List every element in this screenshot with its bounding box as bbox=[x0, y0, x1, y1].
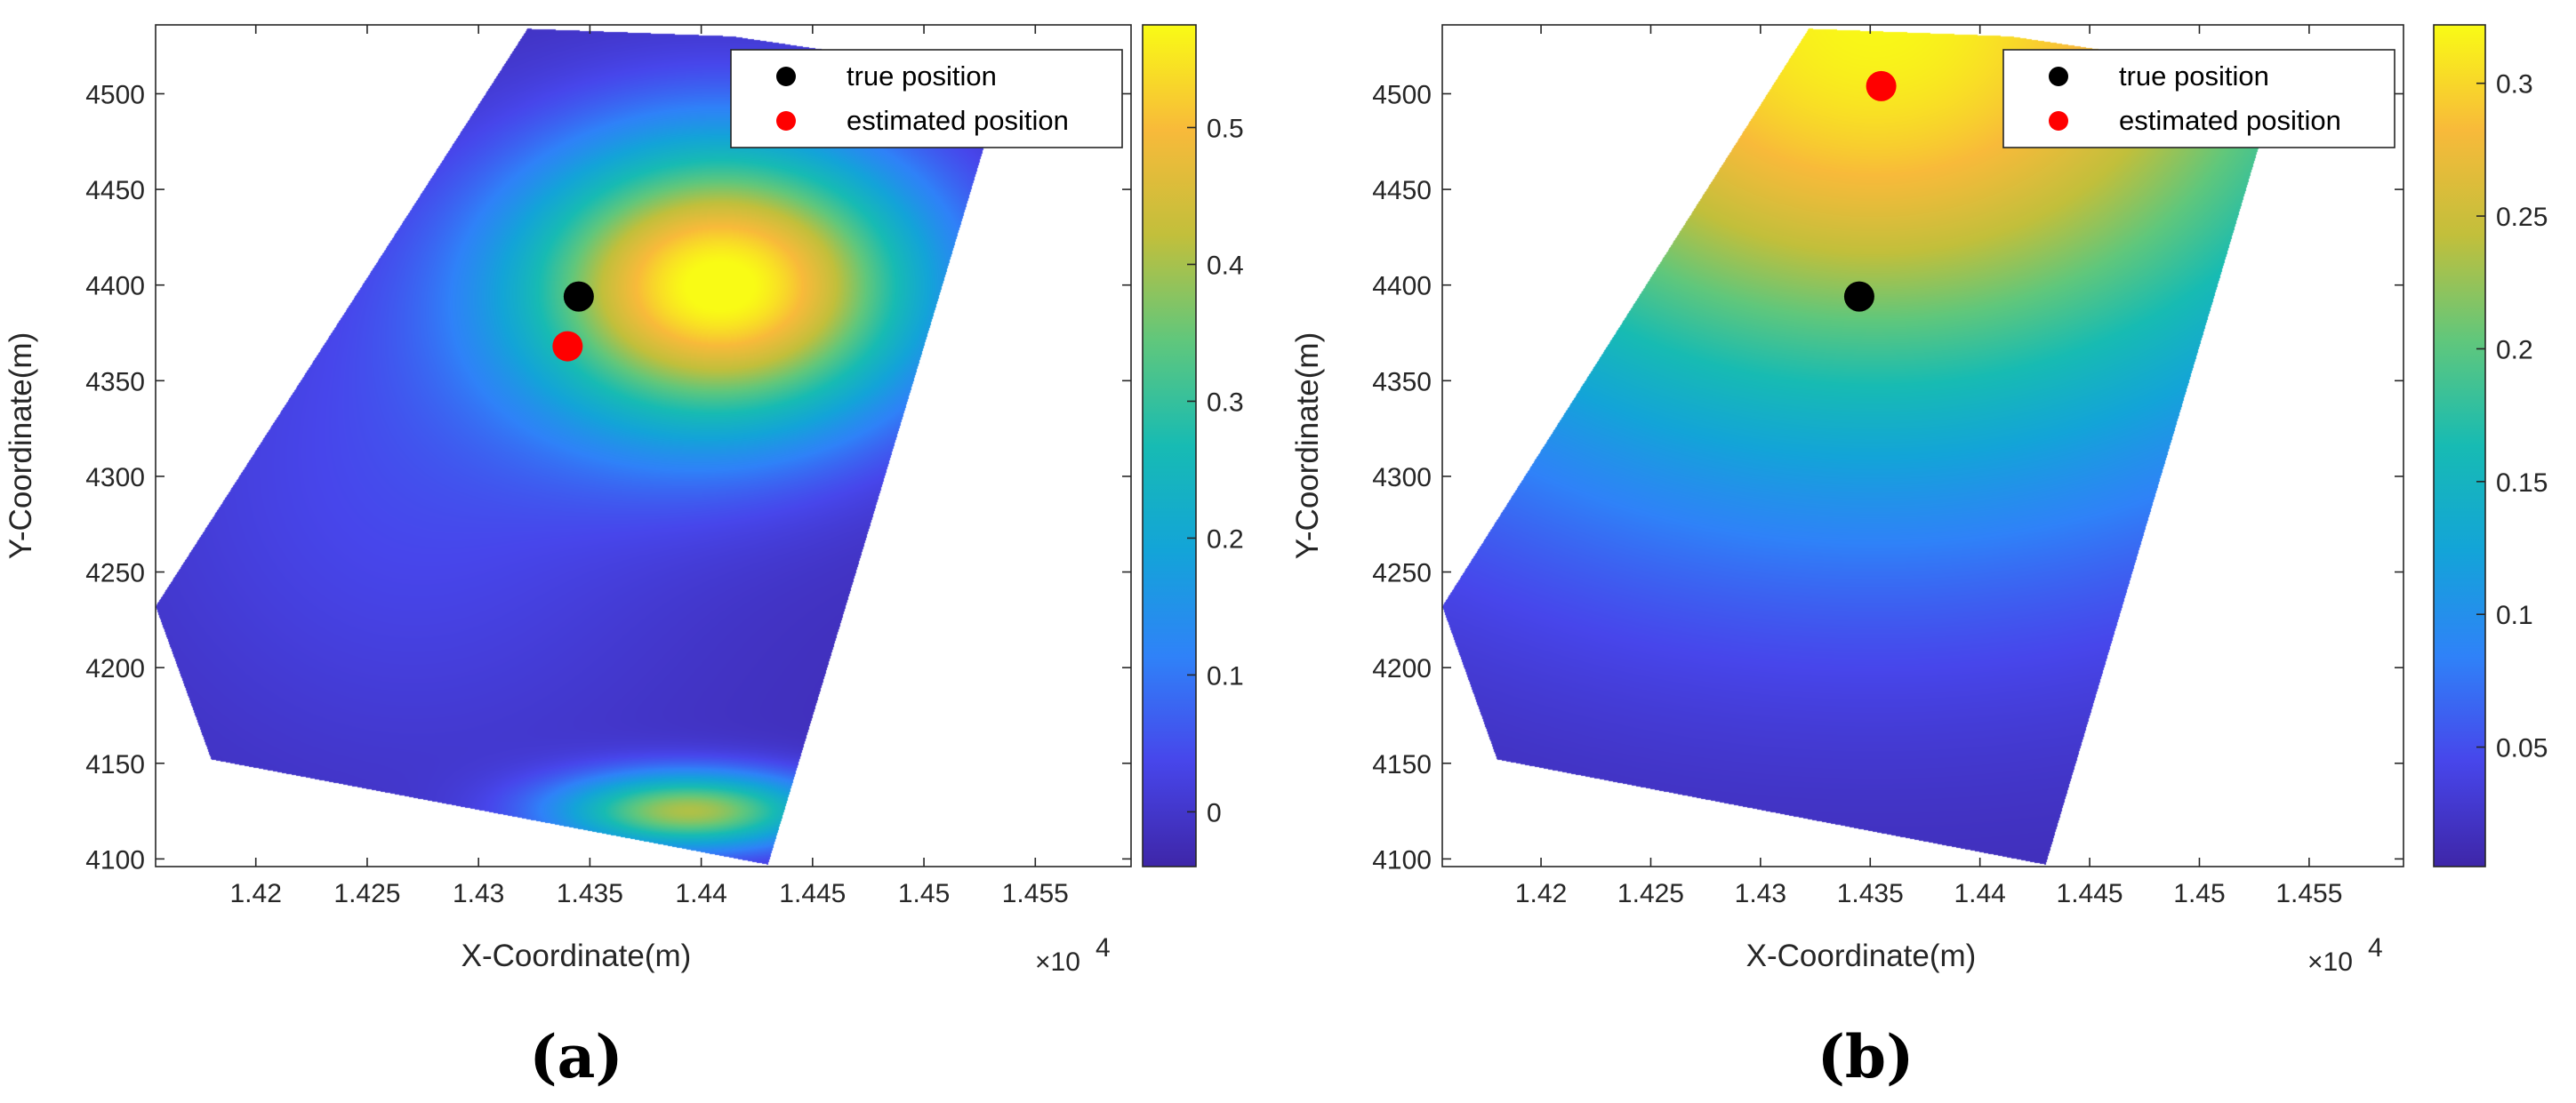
colorbar: 0 0.1 0.2 0.3 0.4 0.5 bbox=[1142, 24, 1244, 867]
colorbar-tick-label: 0 bbox=[1207, 798, 1222, 827]
legend-estimated-position-label: estimated position bbox=[847, 105, 1069, 136]
y-tick-label: 4500 bbox=[85, 80, 145, 109]
y-tick-label: 4400 bbox=[1372, 272, 1432, 301]
y-tick-label: 4500 bbox=[1372, 80, 1432, 109]
true-position-marker bbox=[1843, 281, 1874, 312]
x-tick-label: 1.455 bbox=[1002, 879, 1069, 908]
legend-true-position-swatch bbox=[2049, 67, 2068, 86]
colorbar-tick-label: 0.2 bbox=[2496, 335, 2533, 364]
x-axis-label: X-Coordinate(m) bbox=[1746, 939, 1977, 973]
colorbar-tick-label: 0.2 bbox=[1207, 524, 1244, 554]
y-tick-label: 4450 bbox=[1372, 176, 1432, 205]
y-tick-label: 4250 bbox=[1372, 559, 1432, 588]
y-axis-label: Y-Coordinate(m) bbox=[4, 332, 38, 559]
x-exponent-power: 4 bbox=[2368, 933, 2383, 963]
colorbar-tick-label: 0.4 bbox=[1207, 251, 1244, 280]
x-tick-label: 1.455 bbox=[2275, 879, 2342, 908]
colorbar-gradient bbox=[2433, 24, 2486, 867]
legend-box bbox=[730, 49, 1123, 148]
legend-true-position-label: true position bbox=[2119, 60, 2269, 92]
x-tick-label: 1.44 bbox=[675, 879, 726, 908]
legend-estimated-position-label: estimated position bbox=[2119, 105, 2341, 136]
y-tick-label: 4300 bbox=[1372, 463, 1432, 492]
heatmap-surface bbox=[156, 25, 1131, 867]
legend-estimated-position-swatch bbox=[2049, 111, 2068, 131]
x-tick-label: 1.43 bbox=[1735, 879, 1786, 908]
panel-label: (b) bbox=[1818, 1022, 1914, 1091]
x-tick-label: 1.445 bbox=[2057, 879, 2123, 908]
legend: true position estimated position bbox=[730, 49, 1123, 148]
x-tick-label: 1.42 bbox=[230, 879, 282, 908]
colorbar-tick-label: 0.5 bbox=[1207, 114, 1244, 143]
y-tick-label: 4150 bbox=[85, 750, 145, 779]
colorbar-tick-label: 0.3 bbox=[2496, 70, 2533, 100]
colorbar: 0.05 0.1 0.15 0.2 0.25 0.3 bbox=[2433, 24, 2548, 867]
y-tick-label: 4250 bbox=[85, 559, 145, 588]
x-tick-label: 1.435 bbox=[557, 879, 623, 908]
x-tick-label: 1.44 bbox=[1954, 879, 2005, 908]
x-tick-label: 1.45 bbox=[2173, 879, 2225, 908]
colorbar-tick-label: 0.1 bbox=[1207, 661, 1244, 691]
x-exponent-power: 4 bbox=[1095, 933, 1111, 963]
y-tick-label: 4350 bbox=[1372, 367, 1432, 396]
x-tick-label: 1.425 bbox=[333, 879, 400, 908]
panel-label: (a) bbox=[529, 1022, 622, 1091]
x-tick-label: 1.425 bbox=[1617, 879, 1684, 908]
colorbar-tick-label: 0.05 bbox=[2496, 734, 2548, 763]
x-tick-label: 1.435 bbox=[1837, 879, 1904, 908]
x-tick-label: 1.42 bbox=[1515, 879, 1567, 908]
axes-frame bbox=[155, 24, 1132, 867]
legend-estimated-position-swatch bbox=[776, 111, 796, 131]
y-tick-label: 4100 bbox=[1372, 845, 1432, 875]
y-tick-label: 4100 bbox=[85, 845, 145, 875]
y-tick-label: 4200 bbox=[85, 654, 145, 683]
y-tick-label: 4350 bbox=[85, 367, 145, 396]
legend-true-position-swatch bbox=[776, 67, 796, 86]
colorbar-gradient bbox=[1142, 24, 1197, 867]
x-exponent-label: ×10 bbox=[2307, 947, 2353, 977]
colorbar-tick-label: 0.15 bbox=[2496, 468, 2548, 498]
colorbar-tick-label: 0.25 bbox=[2496, 203, 2548, 232]
colorbar-tick-label: 0.3 bbox=[1207, 388, 1244, 417]
y-tick-label: 4450 bbox=[85, 176, 145, 205]
x-axis-label: X-Coordinate(m) bbox=[461, 939, 692, 973]
legend: true position estimated position bbox=[2002, 49, 2395, 148]
estimated-position-marker bbox=[552, 331, 583, 362]
y-tick-label: 4300 bbox=[85, 463, 145, 492]
heatmap-surface bbox=[1442, 25, 2403, 867]
panel-a: 1.42 1.425 1.43 1.435 1.44 1.445 1.45 1.455 4100… bbox=[4, 24, 1244, 1091]
colorbar-tick-label: 0.1 bbox=[2496, 601, 2533, 630]
axes-frame bbox=[1441, 24, 2404, 867]
x-tick-label: 1.445 bbox=[779, 879, 846, 908]
x-tick-label: 1.43 bbox=[453, 879, 504, 908]
x-exponent-label: ×10 bbox=[1035, 947, 1080, 977]
panel-b: 1.42 1.425 1.43 1.435 1.44 1.445 1.45 1.455 4100… bbox=[1290, 24, 2548, 1091]
y-tick-label: 4200 bbox=[1372, 654, 1432, 683]
true-position-marker bbox=[563, 281, 594, 312]
x-tick-label: 1.45 bbox=[898, 879, 950, 908]
estimated-position-marker bbox=[1866, 70, 1897, 101]
y-tick-label: 4150 bbox=[1372, 750, 1432, 779]
legend-box bbox=[2002, 49, 2395, 148]
y-axis-label: Y-Coordinate(m) bbox=[1290, 332, 1325, 559]
legend-true-position-label: true position bbox=[847, 60, 997, 92]
y-tick-label: 4400 bbox=[85, 272, 145, 301]
